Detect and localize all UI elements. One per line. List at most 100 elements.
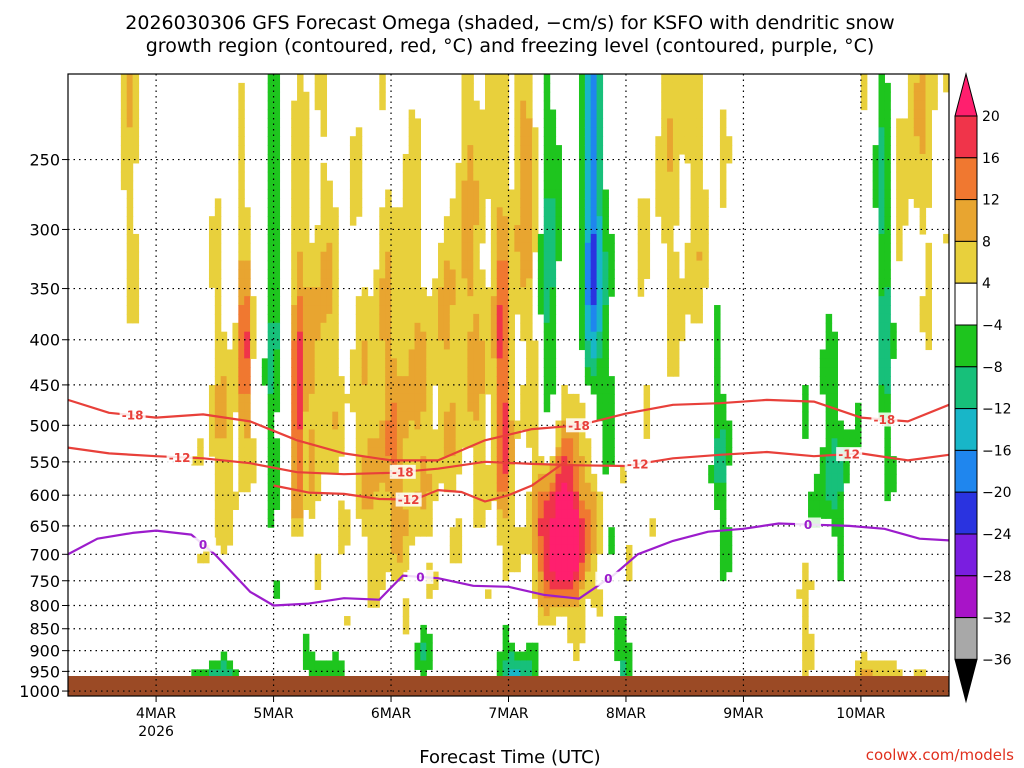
omega-cell xyxy=(414,225,421,235)
omega-cell xyxy=(273,145,281,155)
omega-cell xyxy=(667,278,674,288)
omega-cell xyxy=(549,482,557,493)
omega-cell xyxy=(332,651,339,662)
omega-cell xyxy=(302,402,310,413)
omega-cell xyxy=(596,544,604,555)
omega-cell xyxy=(208,269,216,279)
omega-cell xyxy=(479,216,486,226)
omega-cell xyxy=(502,216,510,226)
omega-cell xyxy=(884,464,891,475)
omega-cell xyxy=(602,233,609,244)
omega-cell xyxy=(220,482,228,493)
omega-cell xyxy=(385,376,392,386)
omega-cell xyxy=(408,349,416,359)
omega-cell xyxy=(490,118,498,128)
omega-cell xyxy=(449,385,457,395)
omega-cell xyxy=(667,100,674,111)
omega-cell xyxy=(432,296,439,306)
omega-cell xyxy=(590,118,598,128)
omega-cell xyxy=(866,660,874,670)
omega-cell xyxy=(719,162,727,173)
omega-cell xyxy=(913,153,921,164)
omega-cell xyxy=(896,127,903,137)
omega-cell xyxy=(461,411,468,422)
omega-cell xyxy=(596,260,604,271)
omega-cell xyxy=(355,402,363,413)
omega-cell xyxy=(719,180,727,191)
omega-cell xyxy=(602,198,609,208)
omega-cell xyxy=(302,296,310,306)
omega-cell xyxy=(526,367,533,377)
omega-cell xyxy=(884,376,891,386)
omega-cell xyxy=(520,669,527,679)
omega-cell xyxy=(502,313,510,324)
omega-cell xyxy=(837,509,844,519)
omega-cell xyxy=(244,233,251,244)
omega-cell xyxy=(602,438,609,448)
omega-cell xyxy=(426,429,433,439)
omega-cell xyxy=(467,91,474,102)
omega-cell xyxy=(573,598,580,608)
contour-label-bg xyxy=(795,517,822,532)
omega-cell xyxy=(455,198,463,208)
omega-cell xyxy=(549,136,557,146)
omega-cell xyxy=(367,562,375,573)
omega-cell xyxy=(884,482,891,493)
omega-cell xyxy=(573,616,580,626)
omega-cell xyxy=(590,580,598,590)
omega-cell xyxy=(502,669,510,679)
omega-cell xyxy=(385,367,392,377)
omega-cell xyxy=(584,580,592,590)
omega-cell xyxy=(244,296,251,306)
omega-cell xyxy=(537,518,545,528)
omega-cell xyxy=(573,651,580,662)
omega-cell xyxy=(596,118,604,128)
omega-cell xyxy=(367,544,375,555)
omega-cell xyxy=(132,100,140,111)
omega-cell xyxy=(214,331,222,342)
omega-cell xyxy=(367,385,375,395)
omega-cell xyxy=(467,127,474,137)
omega-cell xyxy=(220,420,228,431)
omega-cell xyxy=(438,269,445,279)
omega-cell xyxy=(367,331,375,342)
omega-cell xyxy=(502,153,510,164)
omega-cell xyxy=(490,233,498,244)
y-axis: 2503003504004505005506006507007508008509… xyxy=(19,151,68,701)
omega-cell xyxy=(490,109,498,120)
omega-cell xyxy=(508,491,515,502)
omega-cell xyxy=(426,491,433,502)
colorbar-label: −36 xyxy=(982,652,1012,668)
omega-cell xyxy=(426,518,433,528)
omega-cell xyxy=(391,233,398,244)
credit-link[interactable]: coolwx.com/models xyxy=(866,746,1014,764)
omega-cell xyxy=(555,429,562,439)
omega-cell xyxy=(578,269,586,279)
omega-cell xyxy=(637,207,645,217)
omega-cell xyxy=(126,109,134,120)
omega-cell xyxy=(590,233,598,244)
omega-cell xyxy=(320,251,328,262)
omega-cell xyxy=(672,100,680,111)
omega-cell xyxy=(919,127,927,137)
omega-cell xyxy=(238,358,245,368)
omega-cell xyxy=(878,349,885,359)
omega-cell xyxy=(302,633,310,644)
omega-cell xyxy=(273,269,281,279)
omega-cell xyxy=(320,74,328,84)
omega-cell xyxy=(696,74,703,84)
omega-cell xyxy=(320,456,328,466)
omega-cell xyxy=(831,500,838,510)
omega-cell xyxy=(837,491,844,502)
omega-cell xyxy=(226,420,234,431)
omega-cell xyxy=(396,482,404,493)
omega-cell xyxy=(896,216,903,226)
omega-cell xyxy=(479,322,486,333)
omega-cell xyxy=(678,287,686,297)
omega-cell xyxy=(473,393,480,404)
omega-cell xyxy=(367,393,375,404)
omega-cell xyxy=(584,82,592,93)
omega-cell xyxy=(332,216,339,226)
omega-cell xyxy=(273,376,281,386)
omega-cell xyxy=(561,393,568,404)
